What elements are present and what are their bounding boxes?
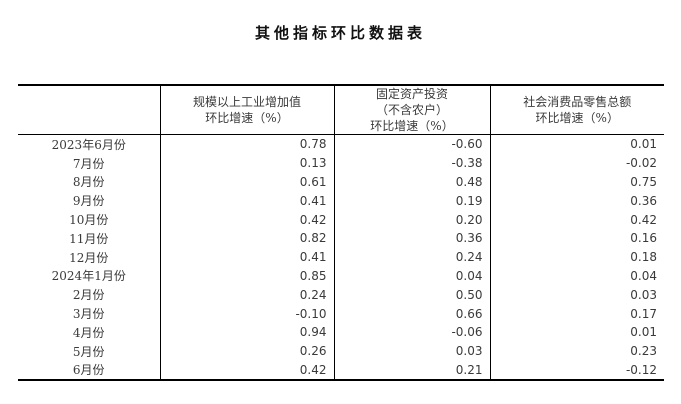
cell-value: -0.12 <box>489 360 664 381</box>
table-row: 4月份 0.94 -0.06 0.01 <box>18 322 664 342</box>
header-row: 规模以上工业增加值 环比增速（%） 固定资产投资 （不含农户） 环比增速（%） … <box>18 85 664 135</box>
cell-value: 0.03 <box>333 341 490 361</box>
header-line: 环比增速（%） <box>370 119 454 133</box>
header-cell-fixed-investment: 固定资产投资 （不含农户） 环比增速（%） <box>333 85 490 135</box>
row-label: 12月份 <box>69 250 109 265</box>
cell-value: 0.82 <box>159 228 334 248</box>
cell-value: -0.60 <box>333 134 490 154</box>
header-line: 环比增速（%） <box>535 111 619 125</box>
cell-value: 0.36 <box>333 228 490 248</box>
table-row: 6月份 0.42 0.21 -0.12 <box>18 360 664 381</box>
cell-value: 0.21 <box>333 360 490 381</box>
table-row: 10月份 0.42 0.20 0.42 <box>18 210 664 229</box>
cell-value: 0.23 <box>489 341 664 361</box>
cell-value: -0.02 <box>489 153 664 173</box>
table-row: 11月份 0.82 0.36 0.16 <box>18 228 664 248</box>
cell-value: 0.94 <box>159 322 334 342</box>
row-label: 10月份 <box>69 213 109 228</box>
cell-value: 0.41 <box>159 191 334 211</box>
cell-value: 0.03 <box>489 285 664 305</box>
cell-value: 0.04 <box>333 266 490 286</box>
cell-value: 0.17 <box>489 304 664 323</box>
table-row: 2月份 0.24 0.50 0.03 <box>18 285 664 305</box>
cell-value: 0.75 <box>489 172 664 192</box>
cell-value: 0.42 <box>159 210 334 229</box>
row-label: 2月份 <box>72 288 105 303</box>
cell-value: -0.10 <box>159 304 334 323</box>
table-row: 8月份 0.61 0.48 0.75 <box>18 172 664 192</box>
cell-value: 0.41 <box>159 247 334 267</box>
header-line: 规模以上工业增加值 <box>192 95 301 109</box>
header-line: 社会消费品零售总额 <box>523 95 632 109</box>
row-label: 2024年1月份 <box>51 269 126 284</box>
cell-value: -0.38 <box>333 153 490 173</box>
table-container: 规模以上工业增加值 环比增速（%） 固定资产投资 （不含农户） 环比增速（%） … <box>18 84 664 382</box>
row-label: 2023年6月份 <box>51 137 126 152</box>
table-row: 2024年1月份 0.85 0.04 0.04 <box>18 266 664 286</box>
cell-value: 0.85 <box>159 266 334 286</box>
cell-value: 0.24 <box>333 247 490 267</box>
cell-value: 0.13 <box>159 153 334 173</box>
cell-value: 0.24 <box>159 285 334 305</box>
row-label: 4月份 <box>72 325 105 340</box>
table-row: 2023年6月份 0.78 -0.60 0.01 <box>18 134 664 154</box>
header-cell-empty <box>18 85 160 135</box>
row-label: 7月份 <box>72 156 105 171</box>
cell-value: 0.42 <box>489 210 664 229</box>
cell-value: 0.01 <box>489 322 664 342</box>
cell-value: 0.66 <box>333 304 490 323</box>
cell-value: 0.50 <box>333 285 490 305</box>
table-row: 3月份 -0.10 0.66 0.17 <box>18 304 664 323</box>
cell-value: 0.78 <box>159 134 334 154</box>
header-line: 固定资产投资 <box>375 87 448 101</box>
row-label: 6月份 <box>72 363 105 378</box>
cell-value: 0.61 <box>159 172 334 192</box>
table-row: 9月份 0.41 0.19 0.36 <box>18 191 664 211</box>
table-row: 7月份 0.13 -0.38 -0.02 <box>18 153 664 173</box>
cell-value: 0.18 <box>489 247 664 267</box>
cell-value: 0.26 <box>159 341 334 361</box>
header-cell-industrial-output: 规模以上工业增加值 环比增速（%） <box>159 85 334 135</box>
header-line: （不含农户） <box>375 103 448 117</box>
cell-value: 0.01 <box>489 134 664 154</box>
cell-value: 0.20 <box>333 210 490 229</box>
cell-value: -0.06 <box>333 322 490 342</box>
cell-value: 0.42 <box>159 360 334 381</box>
header-cell-retail-sales: 社会消费品零售总额 环比增速（%） <box>489 85 664 135</box>
table-row: 5月份 0.26 0.03 0.23 <box>18 341 664 361</box>
row-label: 11月份 <box>69 231 109 246</box>
page-title: 其他指标环比数据表 <box>254 24 426 42</box>
cell-value: 0.36 <box>489 191 664 211</box>
cell-value: 0.04 <box>489 266 664 286</box>
row-label: 3月份 <box>72 307 105 322</box>
cell-value: 0.19 <box>333 191 490 211</box>
row-label: 8月份 <box>72 175 105 190</box>
cell-value: 0.16 <box>489 228 664 248</box>
header-line: 环比增速（%） <box>205 111 289 125</box>
row-label: 5月份 <box>72 344 105 359</box>
row-label: 9月份 <box>72 194 105 209</box>
table-row: 12月份 0.41 0.24 0.18 <box>18 247 664 267</box>
cell-value: 0.48 <box>333 172 490 192</box>
data-table: 规模以上工业增加值 环比增速（%） 固定资产投资 （不含农户） 环比增速（%） … <box>18 84 664 382</box>
